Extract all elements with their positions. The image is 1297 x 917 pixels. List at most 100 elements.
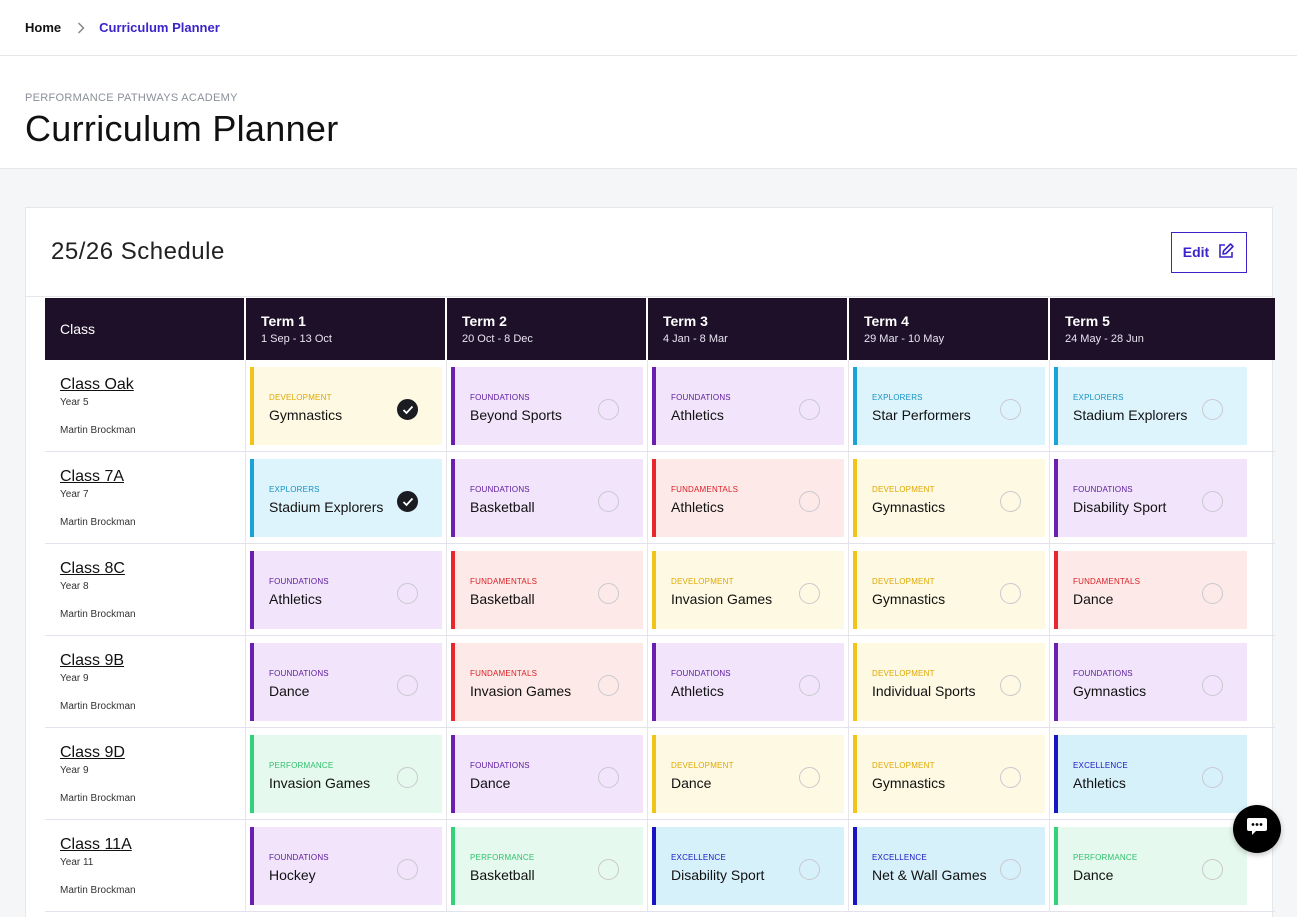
activity-category: EXPLORERS: [872, 393, 923, 402]
activity-category: PERFORMANCE: [470, 853, 535, 862]
status-toggle[interactable]: [598, 767, 619, 788]
activity-tile[interactable]: FOUNDATIONS Disability Sport: [1054, 459, 1247, 537]
status-toggle[interactable]: [1000, 583, 1021, 604]
activity-tile[interactable]: DEVELOPMENT Gymnastics: [853, 551, 1045, 629]
academy-name: PERFORMANCE PATHWAYS ACADEMY: [25, 92, 238, 104]
activity-tile[interactable]: DEVELOPMENT Individual Sports: [853, 643, 1045, 721]
class-link[interactable]: Class 9D: [60, 744, 125, 761]
status-toggle[interactable]: [799, 491, 820, 512]
activity-tile[interactable]: DEVELOPMENT Gymnastics: [853, 459, 1045, 537]
activity-category: FOUNDATIONS: [1073, 669, 1133, 678]
chevron-right-icon: [77, 21, 85, 34]
status-toggle[interactable]: [397, 859, 418, 880]
breadcrumb-home[interactable]: Home: [25, 20, 62, 35]
status-toggle[interactable]: [598, 859, 619, 880]
activity-tile[interactable]: PERFORMANCE Basketball: [451, 827, 643, 905]
activity-category: EXPLORERS: [1073, 393, 1124, 402]
status-toggle[interactable]: [799, 675, 820, 696]
status-toggle[interactable]: [397, 767, 418, 788]
edit-button[interactable]: Edit: [1171, 231, 1247, 273]
status-toggle[interactable]: [1000, 491, 1021, 512]
table-body: Class Oak Year 5 Martin Brockman DEVELOPMEN…: [45, 360, 1275, 912]
activity-tile[interactable]: PERFORMANCE Invasion Games: [250, 735, 442, 813]
activity-tile[interactable]: DEVELOPMENT Invasion Games: [652, 551, 844, 629]
table-row: Class 7A Year 7 Martin Brockman EXPLORERS St…: [45, 452, 1275, 544]
term-header: Term 4 29 Mar - 10 May: [849, 298, 1050, 360]
activity-tile[interactable]: FUNDAMENTALS Basketball: [451, 551, 643, 629]
check-icon[interactable]: [397, 399, 418, 420]
activity-tile[interactable]: FOUNDATIONS Athletics: [250, 551, 442, 629]
status-toggle[interactable]: [1202, 675, 1223, 696]
activity-tile[interactable]: FUNDAMENTALS Invasion Games: [451, 643, 643, 721]
status-toggle[interactable]: [397, 675, 418, 696]
activity-tile[interactable]: EXPLORERS Stadium Explorers: [1054, 367, 1247, 445]
schedule-grid: Class Term 1 1 Sep - 13 Oct Term 2 20 Oct …: [45, 298, 1275, 912]
activity-tile[interactable]: FOUNDATIONS Beyond Sports: [451, 367, 643, 445]
status-toggle[interactable]: [598, 675, 619, 696]
activity-tile[interactable]: FOUNDATIONS Athletics: [652, 643, 844, 721]
status-toggle[interactable]: [799, 859, 820, 880]
status-toggle[interactable]: [799, 583, 820, 604]
chat-button[interactable]: [1233, 805, 1281, 853]
activity-tile[interactable]: EXCELLENCE Net & Wall Games: [853, 827, 1045, 905]
activity-tile[interactable]: PERFORMANCE Dance: [1054, 827, 1247, 905]
term-cell: FUNDAMENTALS Invasion Games: [447, 636, 648, 727]
activity-name: Basketball: [470, 499, 535, 515]
status-toggle[interactable]: [1000, 675, 1021, 696]
activity-name: Gymnastics: [872, 591, 946, 607]
activity-name: Stadium Explorers: [269, 499, 384, 515]
activity-category: EXCELLENCE: [872, 853, 927, 862]
class-link[interactable]: Class Oak: [60, 376, 134, 393]
activity-tile[interactable]: FOUNDATIONS Basketball: [451, 459, 643, 537]
status-toggle[interactable]: [1202, 583, 1223, 604]
status-toggle[interactable]: [799, 767, 820, 788]
status-toggle[interactable]: [598, 583, 619, 604]
class-teacher: Martin Brockman: [60, 885, 136, 896]
activity-tile[interactable]: FOUNDATIONS Dance: [250, 643, 442, 721]
activity-tile[interactable]: FOUNDATIONS Hockey: [250, 827, 442, 905]
activity-tile[interactable]: FUNDAMENTALS Athletics: [652, 459, 844, 537]
class-link[interactable]: Class 11A: [60, 836, 132, 853]
activity-category: FOUNDATIONS: [269, 853, 329, 862]
activity-tile[interactable]: EXPLORERS Stadium Explorers: [250, 459, 442, 537]
status-toggle[interactable]: [1202, 859, 1223, 880]
activity-tile[interactable]: DEVELOPMENT Gymnastics: [250, 367, 442, 445]
status-toggle[interactable]: [1202, 767, 1223, 788]
activity-tile[interactable]: FUNDAMENTALS Dance: [1054, 551, 1247, 629]
schedule-header: 25/26 Schedule Edit: [26, 208, 1272, 297]
term-name: Term 4: [864, 313, 909, 329]
activity-category: FOUNDATIONS: [1073, 485, 1133, 494]
activity-name: Gymnastics: [872, 499, 946, 515]
activity-category: DEVELOPMENT: [872, 669, 935, 678]
term-cell: DEVELOPMENT Gymnastics: [849, 452, 1050, 543]
breadcrumb-current[interactable]: Curriculum Planner: [99, 20, 220, 35]
status-toggle[interactable]: [1000, 399, 1021, 420]
activity-tile[interactable]: EXCELLENCE Disability Sport: [652, 827, 844, 905]
class-link[interactable]: Class 7A: [60, 468, 125, 485]
activity-tile[interactable]: EXCELLENCE Athletics: [1054, 735, 1247, 813]
check-icon[interactable]: [397, 491, 418, 512]
status-toggle[interactable]: [1000, 767, 1021, 788]
status-toggle[interactable]: [1202, 399, 1223, 420]
status-toggle[interactable]: [1202, 491, 1223, 512]
term-cell: FOUNDATIONS Gymnastics: [1050, 636, 1251, 727]
activity-tile[interactable]: FOUNDATIONS Gymnastics: [1054, 643, 1247, 721]
activity-tile[interactable]: FOUNDATIONS Athletics: [652, 367, 844, 445]
activity-name: Athletics: [1073, 775, 1126, 791]
class-link[interactable]: Class 9B: [60, 652, 125, 669]
status-toggle[interactable]: [1000, 859, 1021, 880]
activity-tile[interactable]: EXPLORERS Star Performers: [853, 367, 1045, 445]
page-header: PERFORMANCE PATHWAYS ACADEMY Curriculum …: [0, 56, 1297, 169]
activity-tile[interactable]: FOUNDATIONS Dance: [451, 735, 643, 813]
status-toggle[interactable]: [598, 491, 619, 512]
status-toggle[interactable]: [397, 583, 418, 604]
status-toggle[interactable]: [598, 399, 619, 420]
activity-tile[interactable]: DEVELOPMENT Gymnastics: [853, 735, 1045, 813]
class-link[interactable]: Class 8C: [60, 560, 125, 577]
activity-tile[interactable]: DEVELOPMENT Dance: [652, 735, 844, 813]
activity-category: DEVELOPMENT: [269, 393, 332, 402]
status-toggle[interactable]: [799, 399, 820, 420]
term-cell: FOUNDATIONS Athletics: [648, 636, 849, 727]
term-cell: FOUNDATIONS Dance: [246, 636, 447, 727]
activity-category: EXCELLENCE: [1073, 761, 1128, 770]
